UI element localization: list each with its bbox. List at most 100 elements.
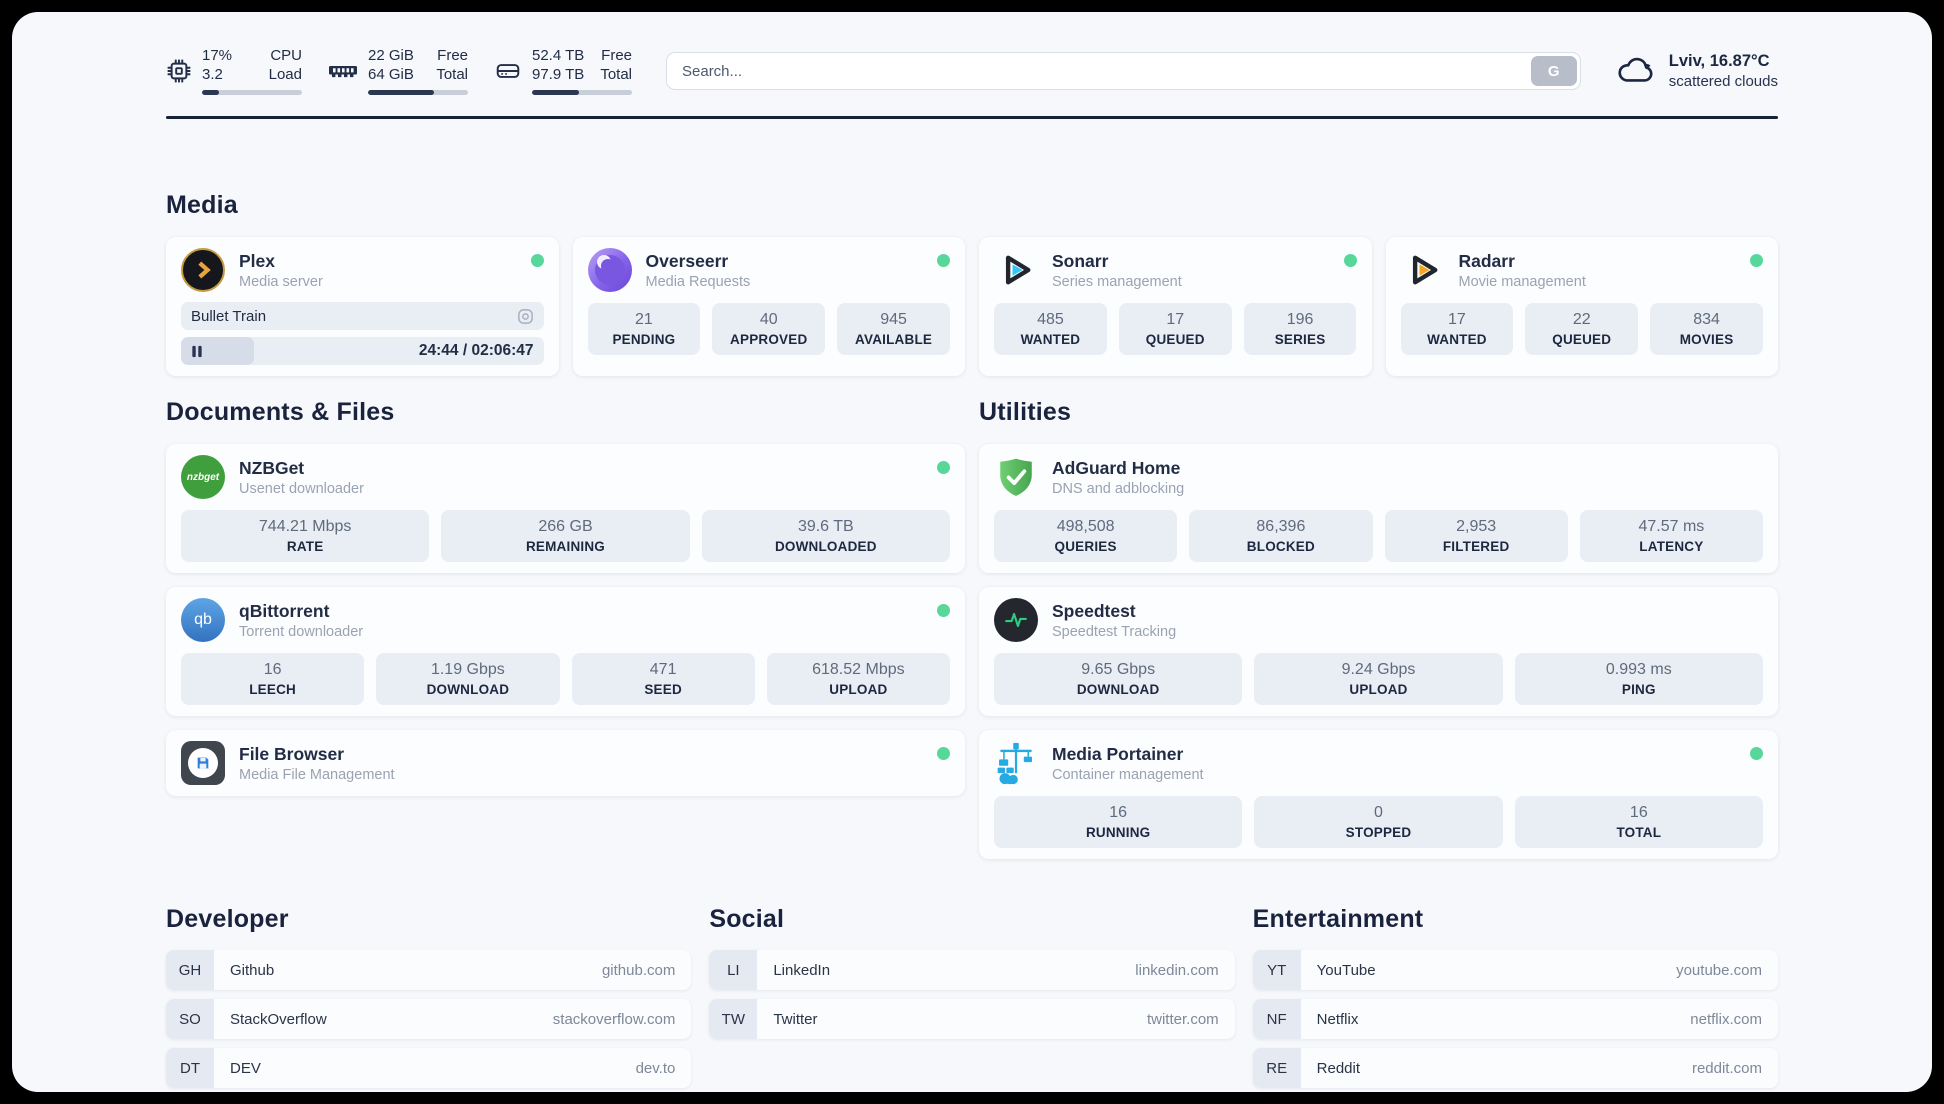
section-title-utilities: Utilities	[979, 398, 1072, 426]
search-bar: G	[666, 52, 1581, 90]
status-online-dot	[1343, 254, 1357, 267]
link-name: LinkedIn	[773, 961, 831, 979]
status-online-dot	[937, 254, 950, 267]
link-abbr: RE	[1252, 1048, 1301, 1088]
app-card-nzbget[interactable]: nzbget NZBGet Usenet downloader 744.21 M…	[166, 444, 965, 573]
media-grid: Plex Media server Bullet Train	[166, 237, 1778, 376]
cpu-progress-track	[202, 89, 302, 95]
link-abbr: YT	[1252, 950, 1301, 990]
speedtest-icon	[994, 598, 1038, 642]
status-online-dot	[1750, 254, 1763, 267]
app-card-qbittorrent[interactable]: qb qBittorrent Torrent downloader 16 LEE…	[166, 587, 965, 716]
weather-location-temp: Lviv, 16.87°C	[1668, 52, 1770, 70]
memory-progress-fill	[368, 89, 434, 95]
stat-download: 9.65 Gbps DOWNLOAD	[994, 653, 1243, 705]
stat-stopped: 0 STOPPED	[1254, 796, 1503, 848]
app-subtitle: Media File Management	[239, 766, 395, 783]
link-youtube[interactable]: YT YouTube youtube.com	[1252, 950, 1778, 990]
storage-total-label: Total	[600, 66, 632, 83]
link-name: Netflix	[1316, 1010, 1359, 1028]
storage-progress-track	[532, 89, 632, 95]
link-abbr: NF	[1252, 999, 1301, 1039]
stat-filtered: 2,953 FILTERED	[1384, 510, 1568, 562]
link-abbr: SO	[166, 999, 214, 1039]
disk-icon	[494, 58, 522, 84]
link-abbr: TW	[709, 999, 758, 1039]
app-card-speedtest[interactable]: Speedtest Speedtest Tracking 9.65 Gbps D…	[979, 587, 1778, 716]
app-card-overseerr[interactable]: Overseerr Media Requests 21 PENDING 40 A…	[572, 237, 965, 376]
system-metrics: 17% 3.2 CPU Load	[166, 47, 632, 95]
stat-queued: 22 QUEUED	[1525, 303, 1639, 355]
memory-free-value: 22 GiB	[368, 47, 414, 65]
link-twitter[interactable]: TW Twitter twitter.com	[709, 999, 1235, 1039]
stat-upload: 618.52 Mbps UPLOAD	[766, 653, 950, 705]
link-name: StackOverflow	[230, 1010, 327, 1028]
link-url: github.com	[601, 961, 676, 979]
app-title: Speedtest	[1052, 600, 1136, 621]
stat-download: 1.19 Gbps DOWNLOAD	[376, 653, 560, 705]
link-linkedin[interactable]: LI LinkedIn linkedin.com	[709, 950, 1235, 990]
app-card-sonarr[interactable]: Sonarr Series management 485 WANTED 17 Q…	[979, 237, 1372, 376]
link-stackoverflow[interactable]: SO StackOverflow stackoverflow.com	[166, 999, 692, 1039]
ram-icon	[328, 58, 358, 84]
link-url: twitter.com	[1146, 1010, 1219, 1028]
qbittorrent-icon: qb	[181, 598, 225, 642]
app-subtitle: Media server	[239, 273, 323, 290]
app-card-radarr[interactable]: Radarr Movie management 17 WANTED 22 QUE…	[1385, 237, 1778, 376]
link-url: reddit.com	[1691, 1059, 1762, 1077]
app-subtitle: Series management	[1052, 273, 1182, 290]
portainer-icon	[994, 741, 1038, 785]
app-title: qBittorrent	[239, 600, 330, 621]
now-playing-title: Bullet Train	[191, 307, 267, 325]
plex-icon	[181, 248, 225, 292]
status-online-dot	[1750, 747, 1763, 760]
app-title: Overseerr	[645, 250, 729, 271]
playback-progress-row: 24:44 / 02:06:47	[181, 337, 544, 365]
pause-icon	[191, 345, 203, 358]
stat-running: 16 RUNNING	[994, 796, 1243, 848]
link-name: YouTube	[1316, 961, 1376, 979]
storage-free-label: Free	[601, 47, 632, 65]
storage-free-value: 52.4 TB	[532, 47, 585, 65]
cpu-load-value: 3.2	[202, 66, 223, 83]
overseerr-icon	[587, 248, 632, 292]
app-card-adguard[interactable]: AdGuard Home DNS and adblocking 498,508 …	[979, 444, 1778, 573]
storage-metric: 52.4 TB 97.9 TB Free Total	[494, 47, 632, 95]
stat-seed: 471 SEED	[571, 653, 755, 705]
stat-available: 945 AVAILABLE	[837, 303, 950, 355]
cpu-usage-value: 17%	[202, 47, 233, 65]
link-url: linkedin.com	[1135, 961, 1219, 979]
app-subtitle: Usenet downloader	[239, 480, 364, 497]
link-dev[interactable]: DT DEV dev.to	[166, 1048, 692, 1088]
search-engine-button[interactable]: G	[1530, 56, 1577, 86]
app-title: Plex	[239, 250, 275, 271]
app-subtitle: Media Requests	[645, 273, 751, 290]
search-input[interactable]	[666, 52, 1581, 90]
playback-time: 24:44 / 02:06:47	[418, 342, 534, 359]
app-title: File Browser	[239, 743, 345, 764]
stat-rate: 744.21 Mbps RATE	[181, 510, 430, 562]
app-subtitle: Speedtest Tracking	[1052, 623, 1177, 640]
link-reddit[interactable]: RE Reddit reddit.com	[1252, 1048, 1778, 1088]
memory-progress-track	[368, 89, 468, 95]
status-online-dot	[937, 747, 950, 760]
cpu-icon	[166, 58, 192, 84]
link-github[interactable]: GH Github github.com	[166, 950, 692, 990]
app-card-filebrowser[interactable]: File Browser Media File Management	[166, 730, 965, 796]
sonarr-icon	[994, 248, 1038, 292]
app-card-portainer[interactable]: Media Portainer Container management 16 …	[979, 730, 1778, 859]
dashboard-window: 17% 3.2 CPU Load	[12, 12, 1932, 1092]
camera-icon	[517, 308, 534, 325]
stat-total: 16 TOTAL	[1514, 796, 1763, 848]
link-name: DEV	[230, 1059, 261, 1077]
filebrowser-icon	[181, 741, 225, 785]
status-online-dot	[937, 604, 950, 617]
link-name: Reddit	[1316, 1059, 1361, 1077]
memory-total-value: 64 GiB	[368, 66, 414, 83]
stat-pending: 21 PENDING	[587, 303, 701, 355]
app-card-plex[interactable]: Plex Media server Bullet Train	[166, 237, 559, 376]
nzbget-icon: nzbget	[181, 455, 225, 499]
stat-series: 196 SERIES	[1243, 303, 1357, 355]
link-netflix[interactable]: NF Netflix netflix.com	[1252, 999, 1778, 1039]
section-title-entertainment: Entertainment	[1252, 905, 1424, 933]
